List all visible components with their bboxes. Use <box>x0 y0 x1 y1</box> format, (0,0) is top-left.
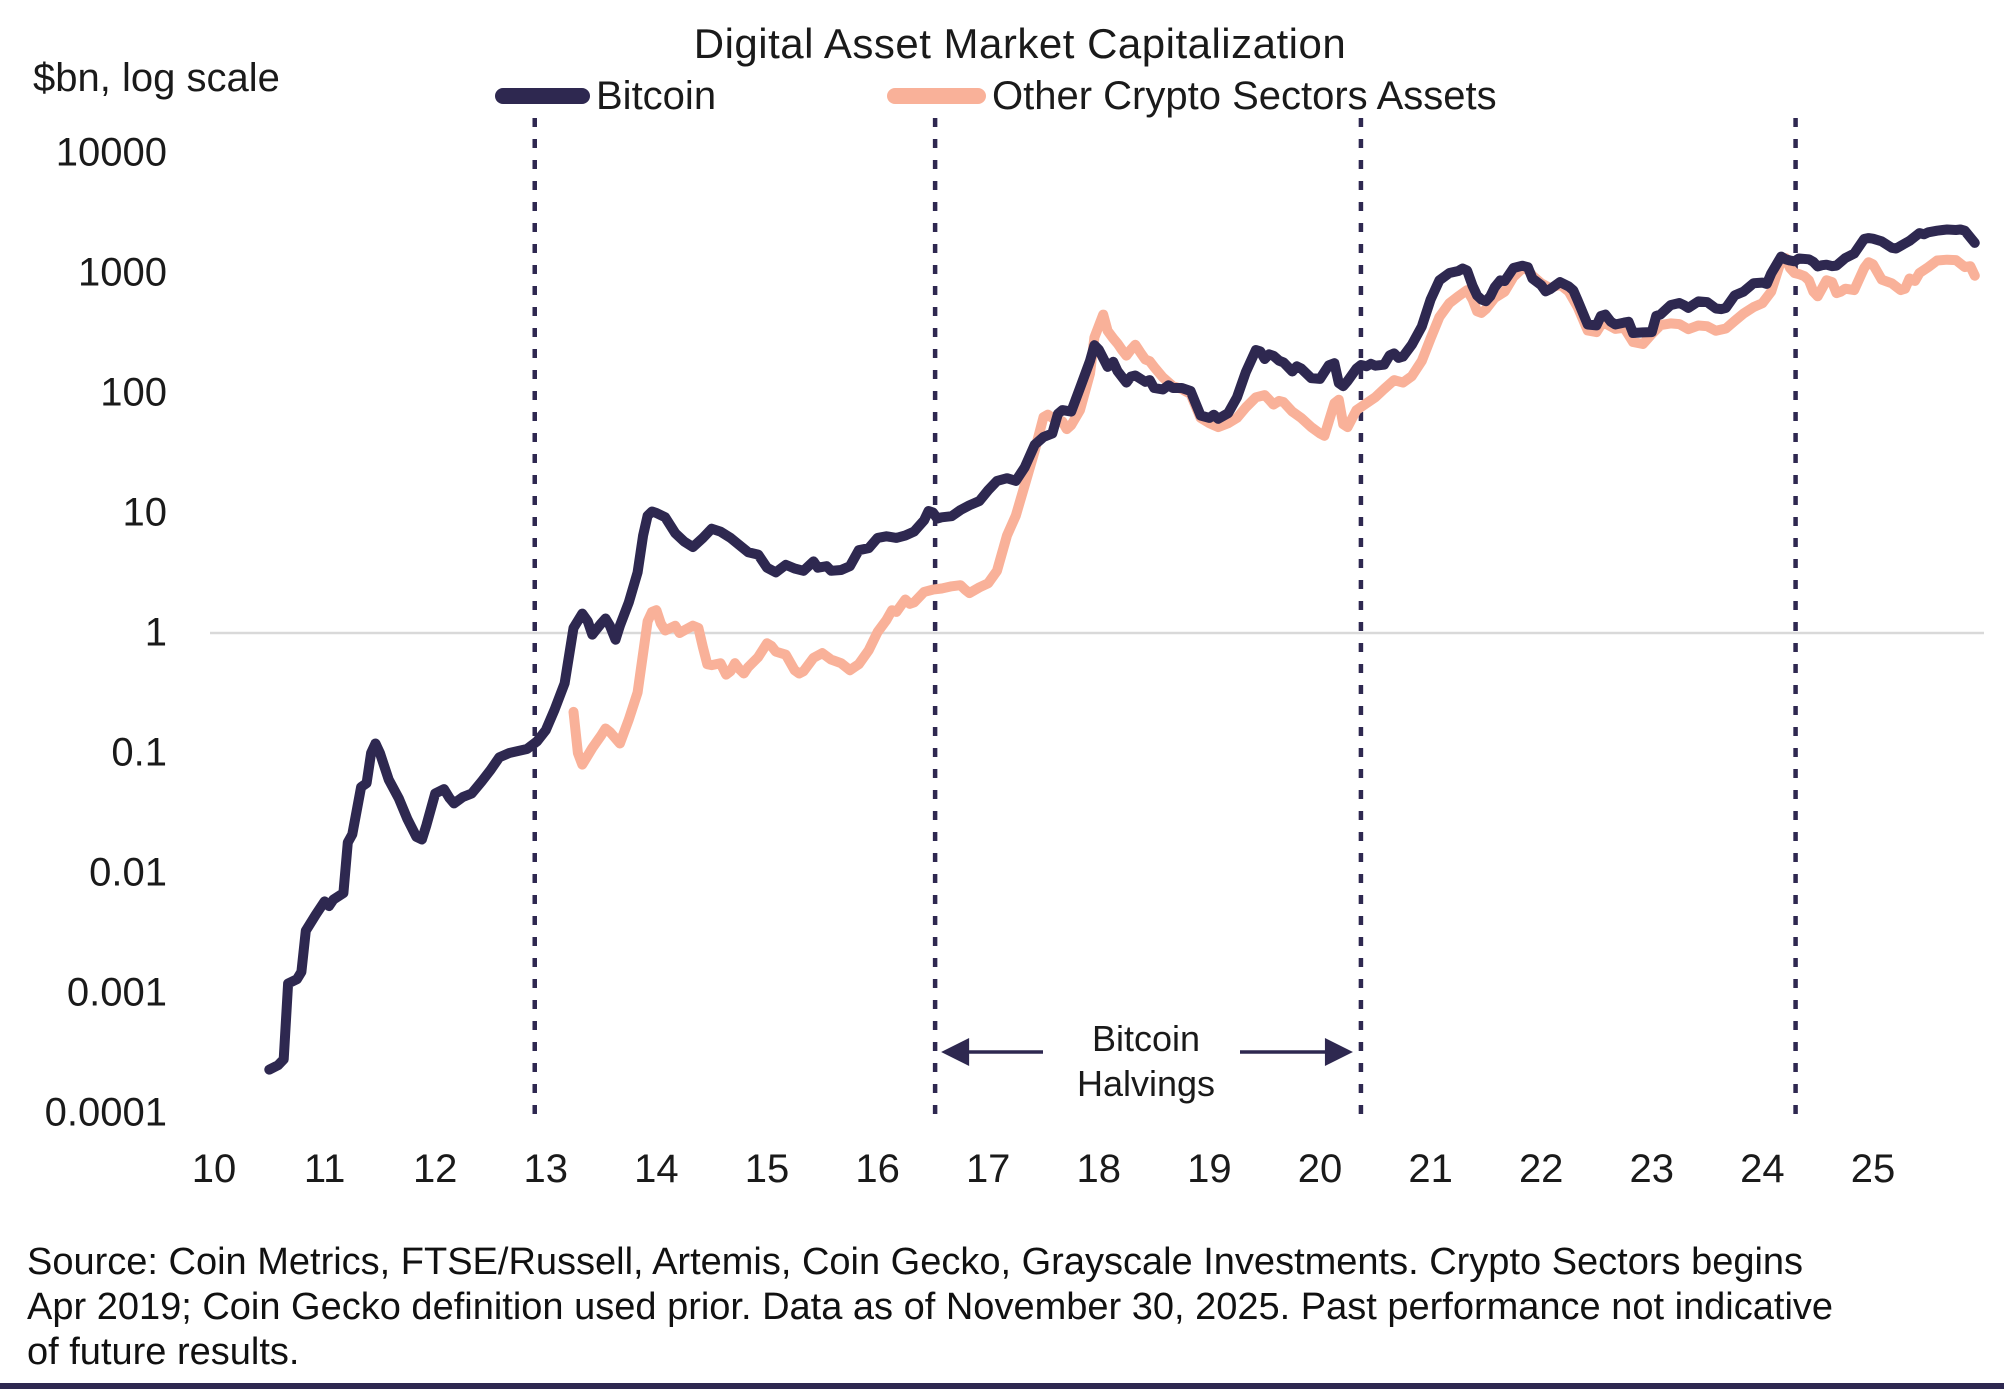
y-tick-label-10: 10 <box>122 490 168 535</box>
y-axis-unit-label: $bn, log scale <box>33 56 280 100</box>
x-tick-label-16: 16 <box>855 1147 900 1191</box>
x-tick-label-17: 17 <box>965 1147 1011 1191</box>
x-tick-label-12: 12 <box>412 1147 458 1191</box>
source-note-line2: Apr 2019; Coin Gecko definition used pri… <box>27 1286 1834 1328</box>
x-tick-label-11: 11 <box>303 1147 346 1191</box>
y-tick-label-100: 100 <box>100 370 167 415</box>
halvings-annotation-line1: Bitcoin <box>1091 1018 1201 1059</box>
y-tick-label-1: 1 <box>144 610 167 655</box>
source-note-line1: Source: Coin Metrics, FTSE/Russell, Arte… <box>27 1241 1804 1283</box>
x-tick-label-23: 23 <box>1629 1147 1675 1191</box>
x-tick-label-15: 15 <box>744 1147 790 1191</box>
y-tick-label-10000: 10000 <box>55 130 167 175</box>
x-tick-label-21: 21 <box>1408 1147 1453 1191</box>
legend-swatch-other-crypto <box>887 88 986 104</box>
halvings-left-arrowhead <box>941 1038 970 1066</box>
legend-label-bitcoin: Bitcoin <box>596 74 717 118</box>
y-tick-label-0.1: 0.1 <box>111 730 167 775</box>
y-tick-label-1000: 1000 <box>78 250 167 295</box>
x-tick-label-22: 22 <box>1518 1147 1564 1191</box>
halvings-annotation-line2: Halvings <box>1076 1063 1216 1104</box>
halvings-right-arrowhead <box>1324 1038 1353 1066</box>
chart-title: Digital Asset Market Capitalization <box>693 20 1347 67</box>
x-tick-label-24: 24 <box>1740 1147 1785 1191</box>
x-tick-label-20: 20 <box>1297 1147 1343 1191</box>
y-tick-label-0.0001: 0.0001 <box>44 1090 167 1135</box>
halvings-annotation: Bitcoin Halvings <box>1077 1016 1215 1106</box>
x-tick-label-10: 10 <box>191 1147 237 1191</box>
other-crypto-line <box>568 253 1980 770</box>
x-tick-label-13: 13 <box>523 1147 569 1191</box>
source-note-line3: of future results. <box>27 1331 300 1373</box>
source-note: Source: Coin Metrics, FTSE/Russell, Arte… <box>27 1240 1833 1375</box>
y-tick-label-0.01: 0.01 <box>89 850 167 895</box>
legend-swatch-bitcoin <box>495 88 590 104</box>
legend-label-other-crypto: Other Crypto Sectors Assets <box>992 74 1497 118</box>
y-tick-label-0.001: 0.001 <box>66 970 167 1015</box>
x-tick-label-14: 14 <box>634 1147 679 1191</box>
x-tick-label-25: 25 <box>1850 1147 1896 1191</box>
x-tick-label-19: 19 <box>1187 1147 1232 1191</box>
bottom-accent-bar <box>0 1383 2004 1389</box>
bitcoin-line <box>264 224 1980 1075</box>
x-tick-label-18: 18 <box>1076 1147 1122 1191</box>
